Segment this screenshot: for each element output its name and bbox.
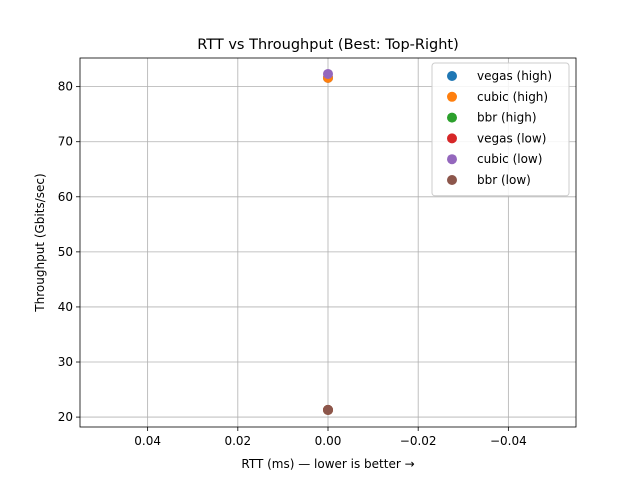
y-tick-label: 20: [58, 410, 73, 424]
chart-title: RTT vs Throughput (Best: Top-Right): [197, 37, 458, 53]
data-point: [323, 404, 333, 415]
axis-ticks: 0.04 0.02 0.00 −0.02 −0.04 20 30 40 50 60 70 80: [58, 80, 527, 448]
y-tick-label: 60: [58, 190, 73, 204]
x-tick-label: 0.00: [315, 434, 342, 448]
legend-entry-label: bbr (low): [477, 173, 531, 187]
legend-marker: [447, 91, 457, 102]
x-tick-label: −0.02: [400, 434, 437, 448]
y-tick-label: 80: [58, 80, 73, 94]
y-tick-label: 50: [58, 245, 73, 259]
x-tick-label: −0.04: [490, 434, 527, 448]
legend-marker: [447, 175, 457, 185]
x-tick-label: 0.04: [134, 434, 161, 448]
legend-marker: [447, 154, 457, 165]
legend-entry-label: vegas (high): [477, 69, 552, 83]
y-tick-label: 30: [58, 355, 73, 369]
y-axis-label: Throughput (Gbits/sec): [33, 173, 47, 312]
legend: vegas (high) cubic (high) bbr (high) vegas …: [431, 62, 570, 197]
legend-marker: [447, 71, 457, 81]
x-tick-label: 0.02: [224, 434, 251, 448]
data-points: [323, 68, 333, 415]
plot-frame: [79, 57, 577, 428]
legend-marker: [447, 133, 457, 144]
legend-frame: [431, 62, 570, 197]
legend-marker: [447, 112, 457, 123]
y-tick-label: 70: [58, 135, 73, 149]
legend-entry-label: vegas (low): [477, 131, 546, 145]
legend-entry-label: cubic (low): [477, 152, 542, 166]
x-axis-label: RTT (ms) — lower is better →: [241, 457, 414, 471]
data-point: [323, 68, 333, 79]
legend-entry-label: cubic (high): [477, 90, 548, 104]
legend-entry-label: bbr (high): [477, 111, 537, 125]
y-tick-label: 40: [58, 300, 73, 314]
